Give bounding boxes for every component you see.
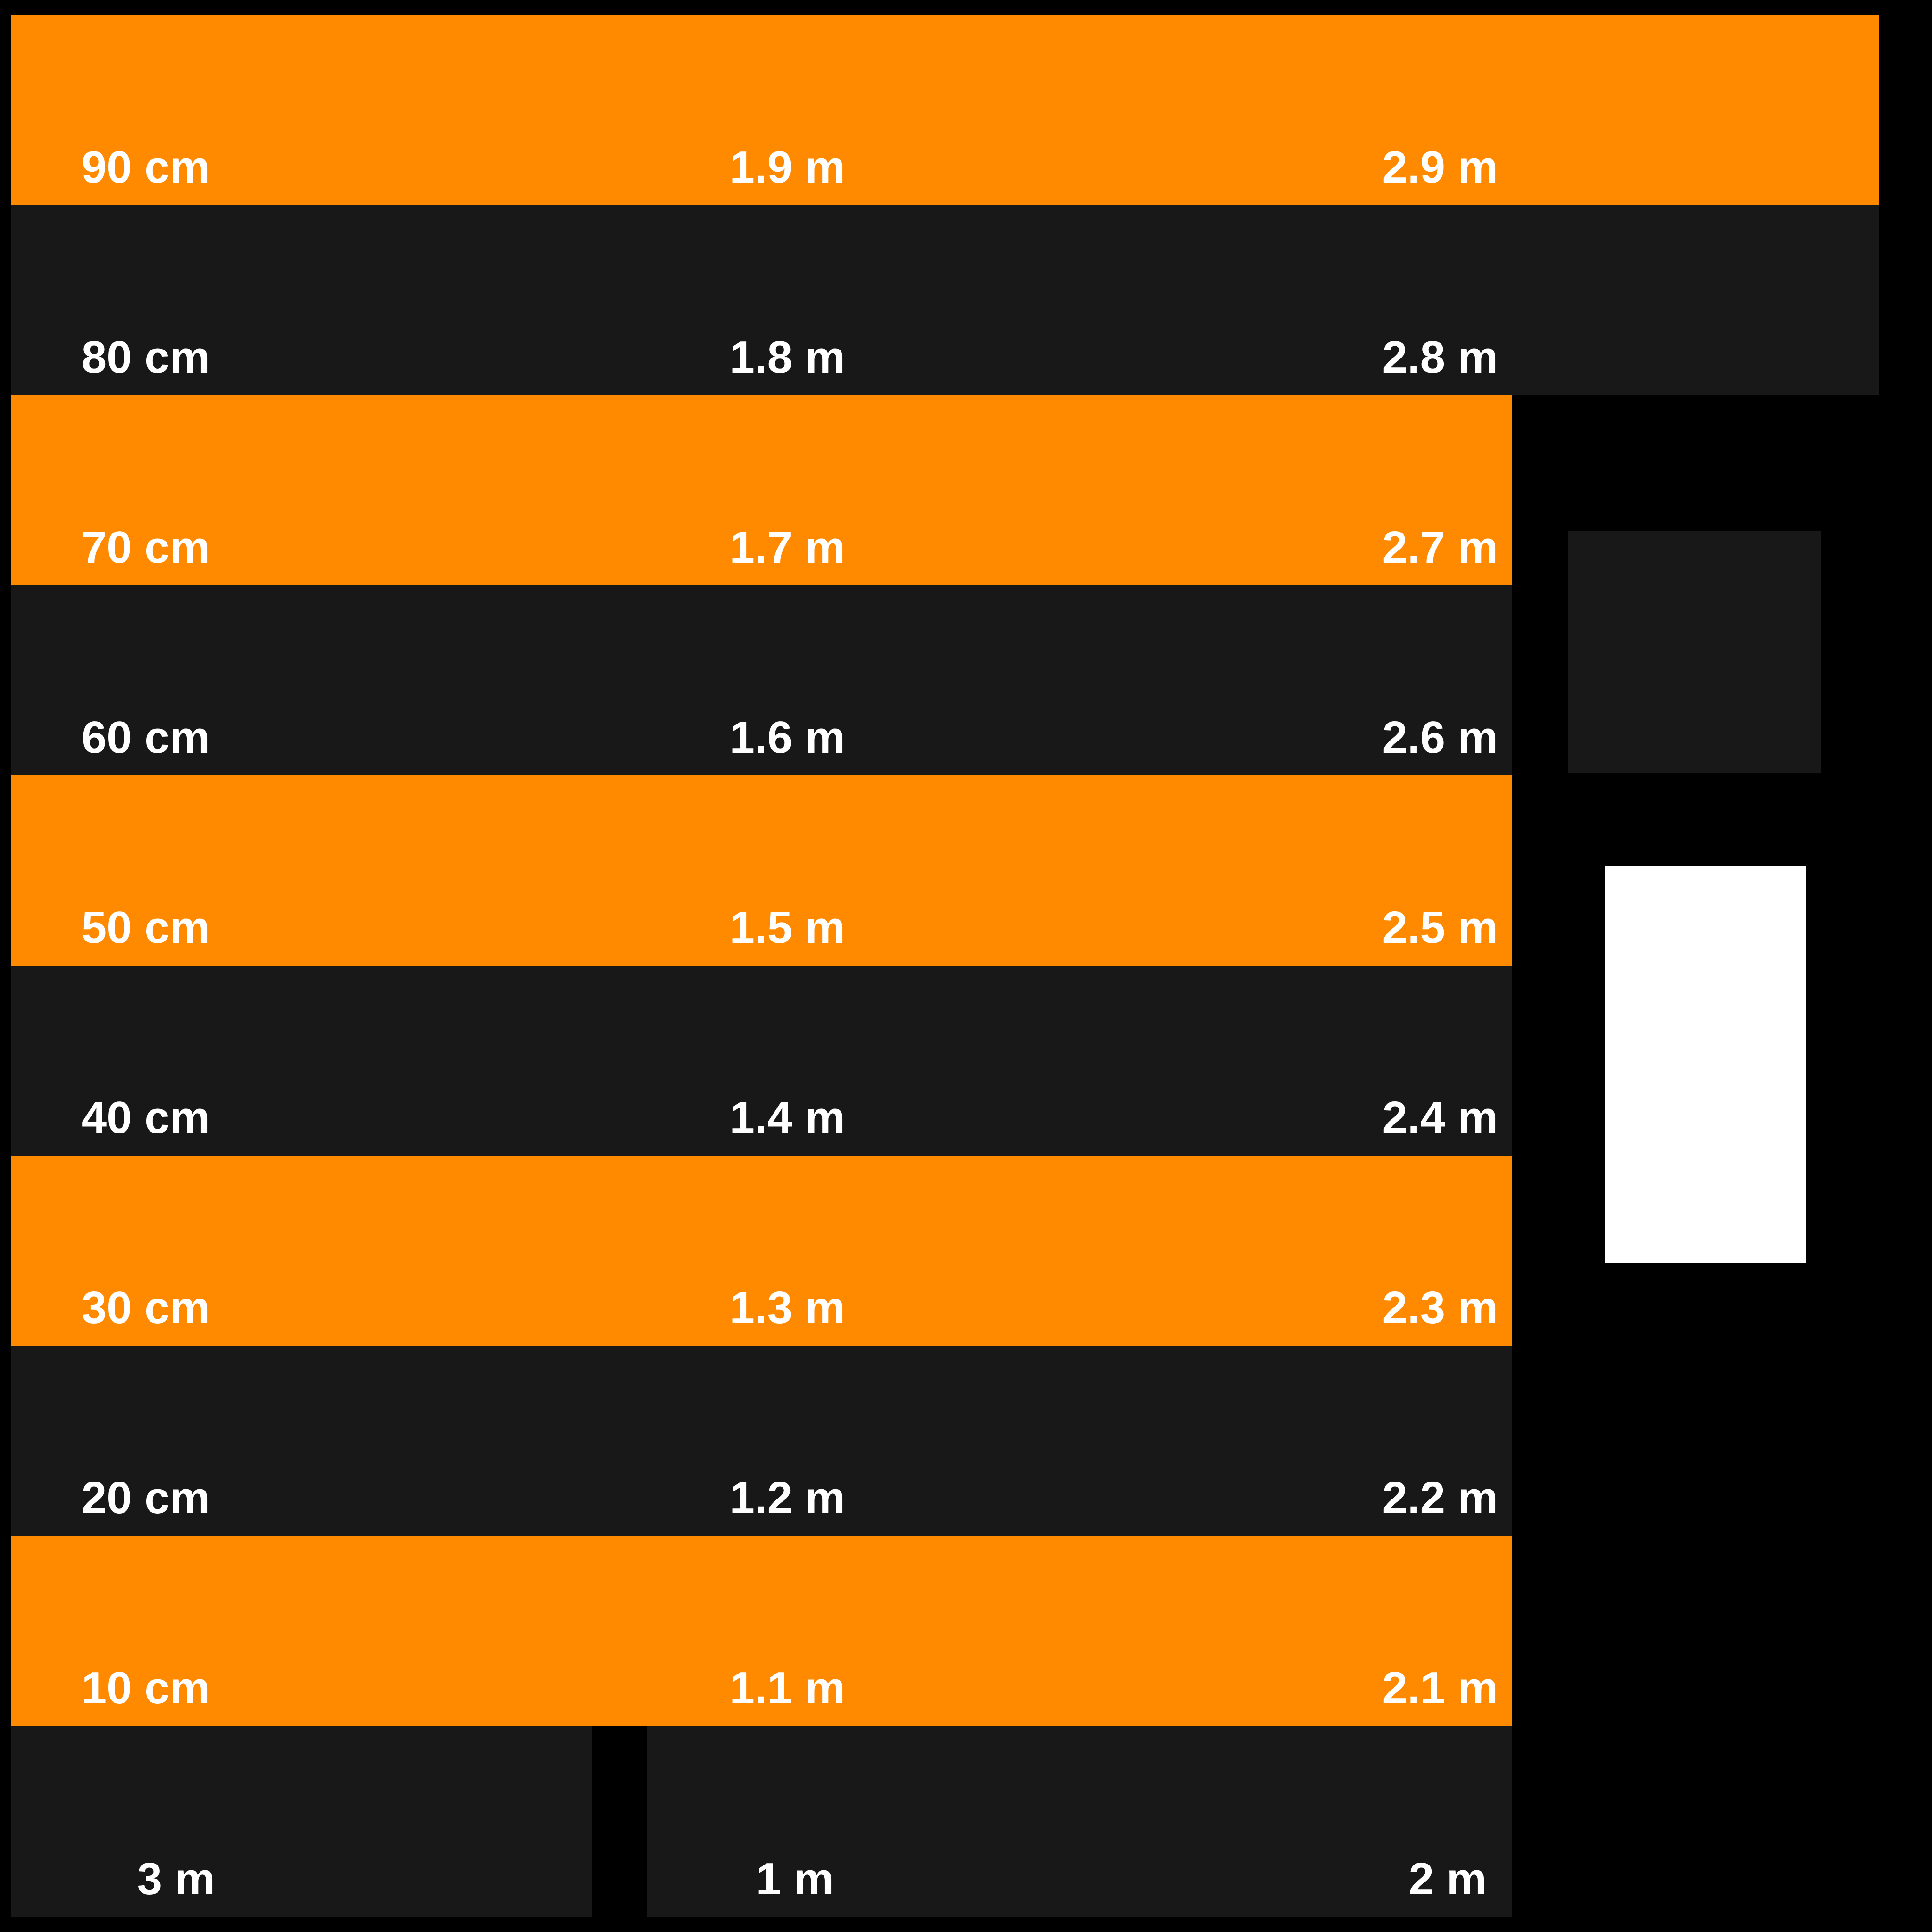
scale-label-left: 30 cm bbox=[81, 1282, 210, 1333]
scale-label-middle: 1.6 m bbox=[729, 712, 845, 763]
scale-band-70cm: 70 cm 1.7 m 2.7 m bbox=[11, 395, 1512, 585]
scale-label-right: 2.2 m bbox=[1382, 1473, 1498, 1523]
scale-label-middle: 1.1 m bbox=[729, 1663, 845, 1713]
scale-label-left: 60 cm bbox=[81, 712, 210, 763]
scale-band-80cm: 80 cm 1.8 m 2.8 m bbox=[11, 205, 1879, 395]
scale-label-left: 20 cm bbox=[81, 1473, 210, 1523]
scale-label-right: 2.3 m bbox=[1382, 1282, 1498, 1333]
side-white-panel bbox=[1605, 866, 1806, 1263]
scale-label-middle: 1.7 m bbox=[729, 522, 845, 573]
scale-band-50cm: 50 cm 1.5 m 2.5 m bbox=[11, 775, 1512, 966]
scale-label-right: 2.5 m bbox=[1382, 902, 1498, 953]
scale-label-middle: 1.5 m bbox=[729, 902, 845, 953]
scale-label-left: 40 cm bbox=[81, 1092, 210, 1143]
scale-label-left: 80 cm bbox=[81, 332, 210, 383]
scale-band-10cm: 10 cm 1.1 m 2.1 m bbox=[11, 1536, 1512, 1726]
scale-band-60cm: 60 cm 1.6 m 2.6 m bbox=[11, 585, 1512, 775]
scale-label-middle: 1.8 m bbox=[729, 332, 845, 383]
scale-label-right: 2.7 m bbox=[1382, 522, 1498, 573]
scale-label-left: 70 cm bbox=[81, 522, 210, 573]
scale-label-middle: 1.2 m bbox=[729, 1473, 845, 1523]
scale-label-middle: 1.3 m bbox=[729, 1282, 845, 1333]
scale-label-left: 50 cm bbox=[81, 902, 210, 953]
scale-band-90cm: 90 cm 1.9 m 2.9 m bbox=[11, 15, 1879, 205]
scale-band-30cm: 30 cm 1.3 m 2.3 m bbox=[11, 1156, 1512, 1346]
scale-label-right: 2.6 m bbox=[1382, 712, 1498, 763]
scale-label-middle: 1.9 m bbox=[729, 142, 845, 192]
scale-label-3m: 3 m bbox=[137, 1854, 215, 1904]
scale-label-1m: 1 m bbox=[756, 1854, 834, 1904]
scale-band-40cm: 40 cm 1.4 m 2.4 m bbox=[11, 966, 1512, 1156]
scale-label-right: 2.4 m bbox=[1382, 1092, 1498, 1143]
side-dark-square bbox=[1568, 531, 1821, 773]
scale-label-right: 2.8 m bbox=[1382, 332, 1498, 383]
scale-label-2m: 2 m bbox=[1408, 1854, 1487, 1904]
scale-block-3m: 3 m bbox=[11, 1726, 592, 1917]
scale-label-left: 90 cm bbox=[81, 142, 210, 192]
scale-block-1m-2m: 1 m 2 m bbox=[647, 1726, 1512, 1917]
scale-label-right: 2.1 m bbox=[1382, 1663, 1498, 1713]
scale-label-right: 2.9 m bbox=[1382, 142, 1498, 192]
scale-label-left: 10 cm bbox=[81, 1663, 210, 1713]
scale-band-20cm: 20 cm 1.2 m 2.2 m bbox=[11, 1346, 1512, 1536]
scale-label-middle: 1.4 m bbox=[729, 1092, 845, 1143]
